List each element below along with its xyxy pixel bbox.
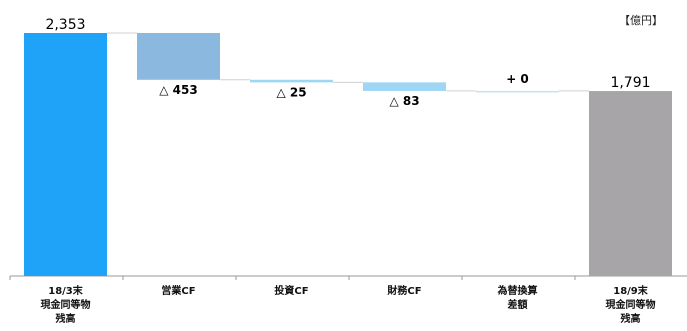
waterfall-bar	[24, 33, 107, 276]
waterfall-bar	[476, 90, 559, 93]
data-label: 2,353	[45, 17, 85, 33]
waterfall-bar	[137, 33, 220, 80]
category-label: 財務CF	[386, 284, 421, 297]
waterfall-bar	[363, 82, 446, 91]
waterfall-bar	[589, 91, 672, 277]
data-label: △ 25	[276, 85, 306, 99]
category-label: 18/3末現金同等物残高	[41, 284, 91, 325]
data-label: △ 83	[389, 94, 419, 108]
category-label: 18/9末現金同等物残高	[606, 284, 656, 325]
data-label: + 0	[506, 72, 529, 86]
unit-label: 【億円】	[619, 14, 663, 27]
category-label: 投資CF	[274, 284, 308, 297]
waterfall-bar	[250, 79, 333, 83]
data-label: △ 453	[159, 83, 197, 97]
category-label: 為替換算差額	[497, 284, 538, 311]
data-label: 1,791	[610, 75, 650, 91]
category-label: 営業CF	[161, 284, 195, 297]
